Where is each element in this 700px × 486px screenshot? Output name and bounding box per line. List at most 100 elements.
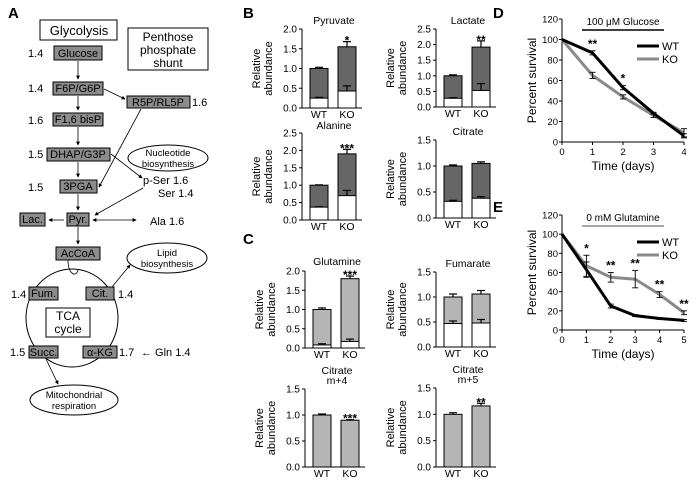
y-tick-label: 0.0 <box>417 214 431 225</box>
y-tick-label: 20 <box>547 117 558 128</box>
bar-labeled-fraction <box>309 206 329 221</box>
panel-label-d: D <box>493 5 504 22</box>
x-tick-label: KO <box>473 219 488 231</box>
chart-title: Pyruvate <box>313 15 355 27</box>
y-axis-label: abundance <box>397 282 409 336</box>
y-tick-label: 0.0 <box>283 104 297 115</box>
y-tick-label: 0.0 <box>417 103 431 114</box>
svg-text:Succ.: Succ. <box>30 347 58 359</box>
x-tick-label: WT <box>445 108 462 120</box>
panel-label-c: C <box>243 231 254 248</box>
line-chart-e: 0 20 40 60 80 100 120 0 1 2 3 4 5 Time (days) Percent … <box>525 211 689 362</box>
svg-text:1.6: 1.6 <box>28 115 43 127</box>
y-tick-label: 0.0 <box>283 216 297 227</box>
y-tick-label: 0.5 <box>286 324 300 335</box>
y-tick-label: 80 <box>547 56 558 67</box>
nucleotide-label-1: Nucleotide <box>146 148 191 159</box>
y-axis-label: Relative <box>385 290 397 330</box>
node-citrate: Cit. 1.4 <box>85 286 133 301</box>
y-tick-label: 2.0 <box>283 146 297 157</box>
y-axis-label: Relative <box>254 290 266 330</box>
bar-labeled-fraction <box>312 344 332 349</box>
svg-text:DHAP/G3P: DHAP/G3P <box>50 149 106 161</box>
bar-labeled-fraction <box>471 89 491 108</box>
significance-marker: * <box>621 72 626 86</box>
y-axis-label: abundance <box>263 149 275 203</box>
svg-text:R5P/RL5P: R5P/RL5P <box>132 97 184 109</box>
y-tick-label: 0 <box>553 326 558 337</box>
nucleotide-ellipse <box>127 144 209 172</box>
y-tick-label: 100 <box>542 35 558 46</box>
x-tick-label: 0 <box>559 147 564 158</box>
bar-labeled-fraction <box>337 195 357 221</box>
glycolysis-label: Glycolysis <box>50 23 109 38</box>
y-axis-label: abundance <box>397 152 409 206</box>
panel-label-a: A <box>8 5 19 22</box>
node-f16bisp: F1,6 bisP 1.6 <box>28 112 104 127</box>
y-tick-label: 1.5 <box>417 268 431 279</box>
svg-text:1.4: 1.4 <box>28 48 43 60</box>
y-tick-label: 2.5 <box>417 25 431 36</box>
y-tick-label: 60 <box>547 76 558 87</box>
svg-text:Lac.: Lac. <box>22 214 43 226</box>
node-succinate: Succ. 1.5 <box>10 345 59 359</box>
x-tick-label: KO <box>473 348 488 360</box>
node-dhap: DHAP/G3P 1.5 <box>28 147 111 162</box>
significance-marker: ** <box>631 257 641 271</box>
node-pyruvate: Pyr. <box>66 212 90 227</box>
y-axis-label: Relative <box>385 48 397 88</box>
y-tick-label: 1.5 <box>286 286 300 297</box>
x-tick-label: 2 <box>620 147 625 158</box>
legend-label-ko: KO <box>662 54 678 66</box>
node-fumarate: Fum. 1.4 <box>11 286 59 301</box>
nucleotide-label-2: biosynthesis <box>142 159 195 170</box>
x-tick-label: WT <box>314 349 331 361</box>
glycolysis-box <box>39 19 118 41</box>
y-tick-label: 100 <box>542 230 558 241</box>
bar-labeled-fraction <box>340 340 360 349</box>
y-tick-label: 1.5 <box>283 44 297 55</box>
y-axis-label: abundance <box>263 41 275 95</box>
y-tick-label: 0.5 <box>286 437 300 448</box>
y-tick-label: 2.5 <box>283 129 297 140</box>
bar-total <box>340 278 360 349</box>
node-lactate: Lac. <box>19 212 46 227</box>
significance-marker: ** <box>476 395 486 409</box>
y-tick-label: 2.0 <box>286 267 300 278</box>
y-tick-label: 0.0 <box>286 463 300 474</box>
y-tick-label: 0.5 <box>417 318 431 329</box>
x-tick-label: 4 <box>681 147 686 158</box>
y-tick-label: 120 <box>542 15 558 26</box>
x-tick-label: WT <box>445 219 462 231</box>
y-tick-label: 0.5 <box>417 188 431 199</box>
accoa-connector <box>67 259 79 275</box>
ser-label: Ser 1.4 <box>158 188 193 200</box>
chart-title: Fumarate <box>446 258 491 270</box>
y-tick-label: 1.5 <box>286 385 300 396</box>
bar-labeled-fraction <box>471 197 491 219</box>
y-axis-label: abundance <box>397 41 409 95</box>
bar-total <box>340 419 360 468</box>
bar-chart-lactate: 0.0 0.5 1.0 1.5 2.0 2.5 Relative abundance Lacta… <box>385 15 496 120</box>
chart-title: 0 mM Glutamine <box>586 213 660 224</box>
svg-text:F6P/G6P: F6P/G6P <box>55 83 100 95</box>
bar-total <box>312 309 332 349</box>
significance-marker: ** <box>606 259 616 273</box>
bar-labeled-fraction <box>471 322 491 348</box>
bar-chart-pyruvate: 0.0 0.5 1.0 1.5 2.0 Relative abundance Pyruvate… <box>251 15 362 121</box>
svg-text:Fum.: Fum. <box>31 288 56 300</box>
significance-marker: ** <box>588 37 598 51</box>
y-tick-label: 1.5 <box>283 163 297 174</box>
chart-title: Citrate <box>453 126 484 138</box>
svg-text:α-KG: α-KG <box>87 347 113 359</box>
y-axis-label: Relative <box>254 408 266 448</box>
node-3pga: 3PGA 1.5 <box>28 179 98 194</box>
svg-text:1.4: 1.4 <box>28 83 43 95</box>
x-axis-label: Time (days) <box>592 347 655 361</box>
y-tick-label: 0.0 <box>417 343 431 354</box>
y-tick-label: 1.0 <box>417 410 431 421</box>
y-tick-label: 80 <box>547 249 558 260</box>
y-tick-label: 2.0 <box>417 40 431 51</box>
